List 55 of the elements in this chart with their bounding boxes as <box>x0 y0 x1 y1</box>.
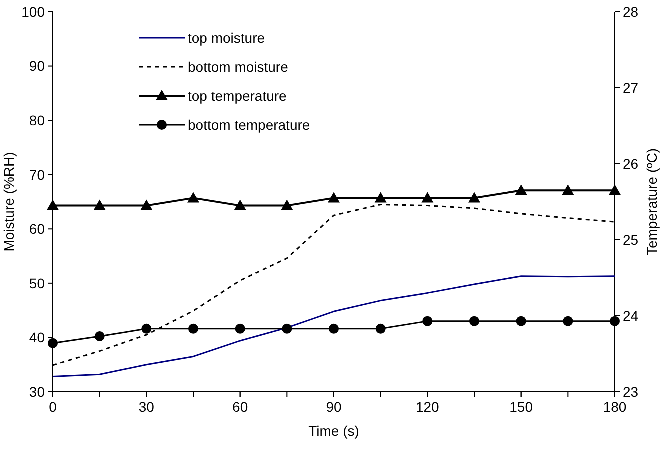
y-tick-label: 30 <box>29 384 46 400</box>
point <box>422 192 434 203</box>
point <box>235 324 246 334</box>
y-tick-label: 90 <box>29 58 46 74</box>
y-tick-label: 40 <box>29 330 46 346</box>
y-tick-label: 80 <box>29 112 46 128</box>
point <box>470 316 480 326</box>
point <box>281 200 294 210</box>
point <box>609 184 621 196</box>
y2-tick-label: 27 <box>623 80 639 96</box>
point <box>188 324 198 334</box>
point <box>610 316 620 326</box>
point <box>376 324 386 334</box>
point <box>94 332 105 342</box>
y2-tick-label: 28 <box>623 4 639 20</box>
legend-label: top temperature <box>188 88 288 104</box>
point <box>329 324 339 334</box>
legend-label: bottom temperature <box>188 116 310 133</box>
point <box>374 192 387 203</box>
point <box>234 200 246 210</box>
point <box>328 192 340 203</box>
y2-tick-label: 23 <box>623 384 639 400</box>
point <box>140 200 153 210</box>
y2-tick-label: 24 <box>623 308 639 324</box>
y2-tick-label: 26 <box>623 156 639 172</box>
x-tick-label: 60 <box>232 399 248 415</box>
point <box>48 338 58 348</box>
point <box>515 184 528 196</box>
y2-tick-label: 25 <box>623 232 639 248</box>
point <box>188 192 200 203</box>
point <box>468 192 480 203</box>
point <box>142 324 152 334</box>
point <box>422 316 433 326</box>
point <box>94 200 106 210</box>
legend-label: bottom moisture <box>188 58 289 75</box>
x-tick-label: 0 <box>49 399 58 415</box>
line-series <box>52 276 616 378</box>
x-tick-label: 150 <box>510 399 534 415</box>
y-tick-label: 100 <box>22 4 46 20</box>
point <box>516 316 526 326</box>
x-tick-label: 90 <box>326 399 342 415</box>
legend-label: top moisture <box>188 30 266 46</box>
point <box>563 316 574 326</box>
point <box>47 200 59 210</box>
y2-axis-title: Temperature (ºC) <box>644 148 660 256</box>
point <box>282 324 292 334</box>
x-tick-label: 120 <box>416 399 440 415</box>
y-axis-title: Moisture (%RH) <box>1 152 17 252</box>
x-tick-label: 30 <box>138 399 155 415</box>
point <box>562 184 574 196</box>
y-tick-label: 50 <box>29 275 46 292</box>
y-tick-label: 70 <box>29 166 46 183</box>
y-tick-label: 60 <box>29 221 46 238</box>
x-axis-title: Time (s) <box>308 423 360 439</box>
x-tick-label: 180 <box>603 399 627 415</box>
